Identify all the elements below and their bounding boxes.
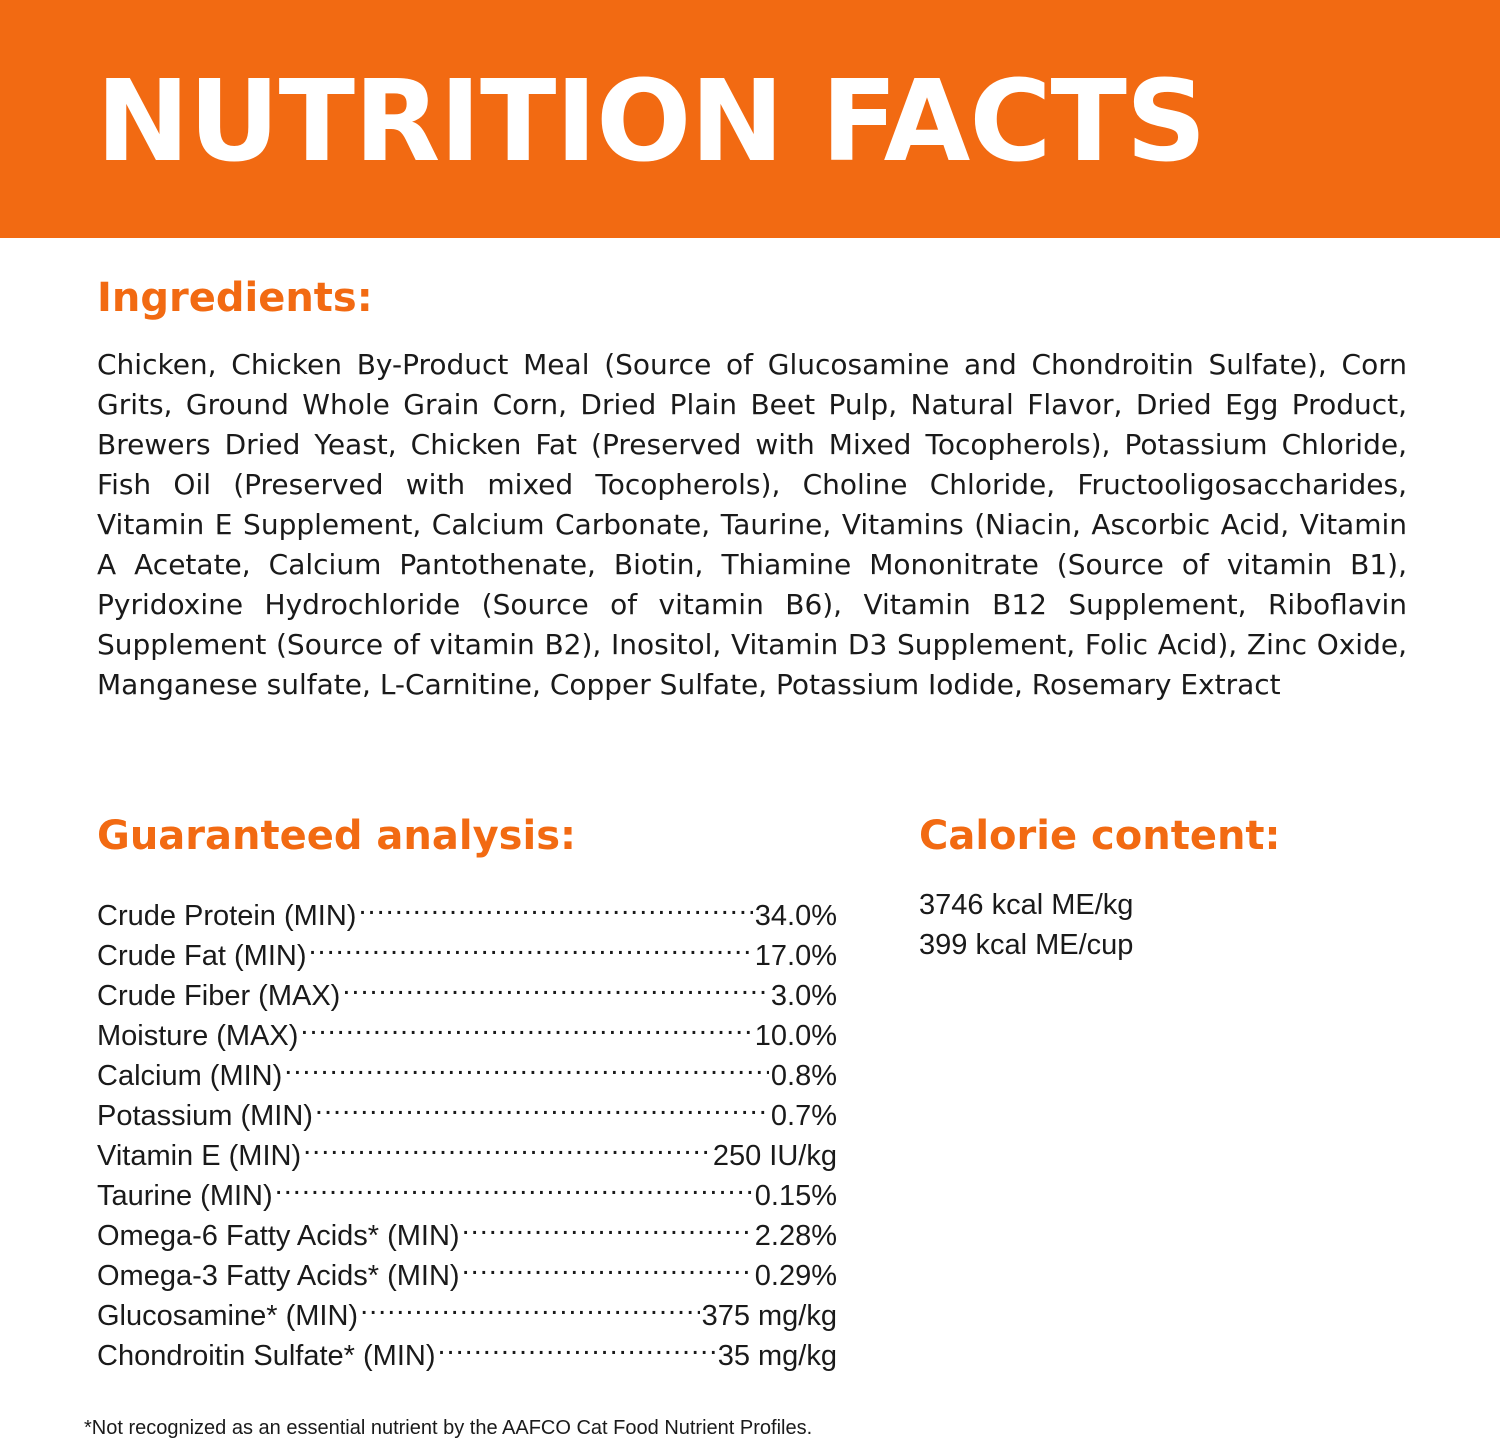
calorie-line: 3746 kcal ME/kg xyxy=(919,889,1134,921)
calorie-content-heading: Calorie content: xyxy=(919,813,1281,859)
dot-leader xyxy=(300,1005,752,1045)
analysis-label: Potassium (MIN) xyxy=(97,1100,313,1132)
dot-leader xyxy=(437,1325,715,1365)
analysis-row: Vitamin E (MIN) 250 IU/kg xyxy=(97,1125,837,1172)
dot-leader xyxy=(342,965,769,1005)
analysis-label: Omega-6 Fatty Acids* (MIN) xyxy=(97,1220,460,1252)
analysis-value: 0.8% xyxy=(770,1060,837,1092)
dot-leader xyxy=(275,1165,753,1205)
dot-leader xyxy=(462,1245,753,1285)
dot-leader xyxy=(315,1085,769,1125)
analysis-value: 3.0% xyxy=(770,980,837,1012)
calorie-line: 399 kcal ME/cup xyxy=(919,929,1134,961)
ingredients-text: Chicken, Chicken By-Product Meal (Source… xyxy=(97,348,1407,701)
analysis-row: Crude Fat (MIN) 17.0% xyxy=(97,925,837,972)
analysis-label: Moisture (MAX) xyxy=(97,1020,299,1052)
analysis-label: Glucosamine* (MIN) xyxy=(97,1300,359,1332)
guaranteed-analysis-heading: Guaranteed analysis: xyxy=(97,813,577,859)
analysis-label: Crude Fat (MIN) xyxy=(97,940,307,972)
analysis-label: Taurine (MIN) xyxy=(97,1180,273,1212)
analysis-row: Glucosamine* (MIN) 375 mg/kg xyxy=(97,1285,837,1332)
analysis-label: Calcium (MIN) xyxy=(97,1060,283,1092)
analysis-row: Taurine (MIN) 0.15% xyxy=(97,1165,837,1212)
dot-leader xyxy=(462,1205,753,1245)
analysis-row: Chondroitin Sulfate* (MIN) 35 mg/kg xyxy=(97,1325,837,1372)
dot-leader xyxy=(284,1045,769,1085)
analysis-value: 0.15% xyxy=(754,1180,837,1212)
dot-leader xyxy=(308,925,752,965)
guaranteed-analysis-list: Crude Protein (MIN) 34.0% Crude Fat (MIN… xyxy=(97,885,837,1372)
analysis-row: Omega-6 Fatty Acids* (MIN) 2.28% xyxy=(97,1205,837,1252)
footnote: *Not recognized as an essential nutrient… xyxy=(84,1417,813,1439)
analysis-row: Moisture (MAX) 10.0% xyxy=(97,1005,837,1052)
analysis-label: Chondroitin Sulfate* (MIN) xyxy=(97,1340,436,1372)
title-banner: NUTRITION FACTS xyxy=(0,0,1500,238)
analysis-row: Crude Protein (MIN) 34.0% xyxy=(97,885,837,932)
calorie-content-list: 3746 kcal ME/kg 399 kcal ME/cup xyxy=(919,885,1133,965)
analysis-value: 35 mg/kg xyxy=(717,1340,837,1372)
analysis-value: 375 mg/kg xyxy=(701,1300,837,1332)
analysis-value: 2.28% xyxy=(754,1220,837,1252)
analysis-row: Crude Fiber (MAX) 3.0% xyxy=(97,965,837,1012)
page-title: NUTRITION FACTS xyxy=(96,57,1207,187)
dot-leader xyxy=(358,885,752,925)
analysis-row: Calcium (MIN) 0.8% xyxy=(97,1045,837,1092)
analysis-value: 34.0% xyxy=(754,900,837,932)
analysis-label: Vitamin E (MIN) xyxy=(97,1140,302,1172)
analysis-value: 0.7% xyxy=(770,1100,837,1132)
analysis-value: 0.29% xyxy=(754,1260,837,1292)
analysis-row: Potassium (MIN) 0.7% xyxy=(97,1085,837,1132)
dot-leader xyxy=(303,1125,711,1165)
dot-leader xyxy=(360,1285,700,1325)
ingredients-heading: Ingredients: xyxy=(97,275,373,321)
